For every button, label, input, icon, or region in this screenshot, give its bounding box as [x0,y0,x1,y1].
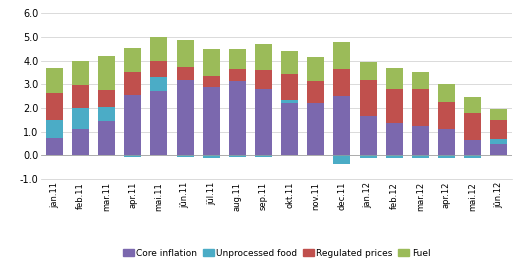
Bar [307,103,324,155]
Bar [255,70,272,89]
Bar [386,89,403,123]
Bar [438,129,455,155]
Bar [438,102,455,129]
Bar [125,95,141,155]
Bar [98,121,115,155]
Bar [360,80,376,116]
Bar [412,73,429,89]
Bar [490,139,507,144]
Bar [281,103,298,155]
Bar [490,109,507,120]
Bar [98,90,115,107]
Bar [333,96,351,155]
Bar [72,129,89,155]
Bar [464,113,481,140]
Bar [72,108,89,129]
Bar [464,140,481,155]
Bar [438,84,455,102]
Bar [438,155,455,158]
Bar [490,144,507,155]
Bar [46,93,63,120]
Bar [412,126,429,155]
Bar [307,81,324,103]
Bar [46,120,63,138]
Bar [229,69,246,81]
Bar [203,87,220,155]
Bar [150,77,168,92]
Bar [150,60,168,77]
Bar [307,57,324,81]
Bar [98,56,115,90]
Bar [386,68,403,89]
Bar [281,100,298,103]
Bar [203,155,220,158]
Bar [464,97,481,113]
Bar [150,92,168,155]
Bar [150,37,168,60]
Bar [72,60,89,85]
Bar [229,49,246,69]
Bar [46,68,63,93]
Bar [281,51,298,74]
Bar [203,49,220,76]
Bar [333,155,351,164]
Bar [333,69,351,96]
Bar [177,80,193,155]
Bar [125,73,141,95]
Legend: Core inflation, Unprocessed food, Regulated prices, Fuel: Core inflation, Unprocessed food, Regula… [123,249,430,258]
Bar [360,62,376,80]
Bar [125,155,141,157]
Bar [281,74,298,100]
Bar [229,155,246,157]
Bar [255,89,272,155]
Bar [255,155,272,157]
Bar [177,67,193,80]
Bar [464,155,481,158]
Bar [333,42,351,69]
Bar [386,123,403,155]
Bar [203,76,220,87]
Bar [360,155,376,158]
Bar [360,116,376,155]
Bar [255,44,272,70]
Bar [386,155,403,158]
Bar [46,138,63,155]
Bar [229,81,246,155]
Bar [412,155,429,158]
Bar [177,40,193,67]
Bar [490,120,507,139]
Bar [72,85,89,108]
Bar [98,107,115,121]
Bar [177,155,193,157]
Bar [125,48,141,73]
Bar [412,89,429,126]
